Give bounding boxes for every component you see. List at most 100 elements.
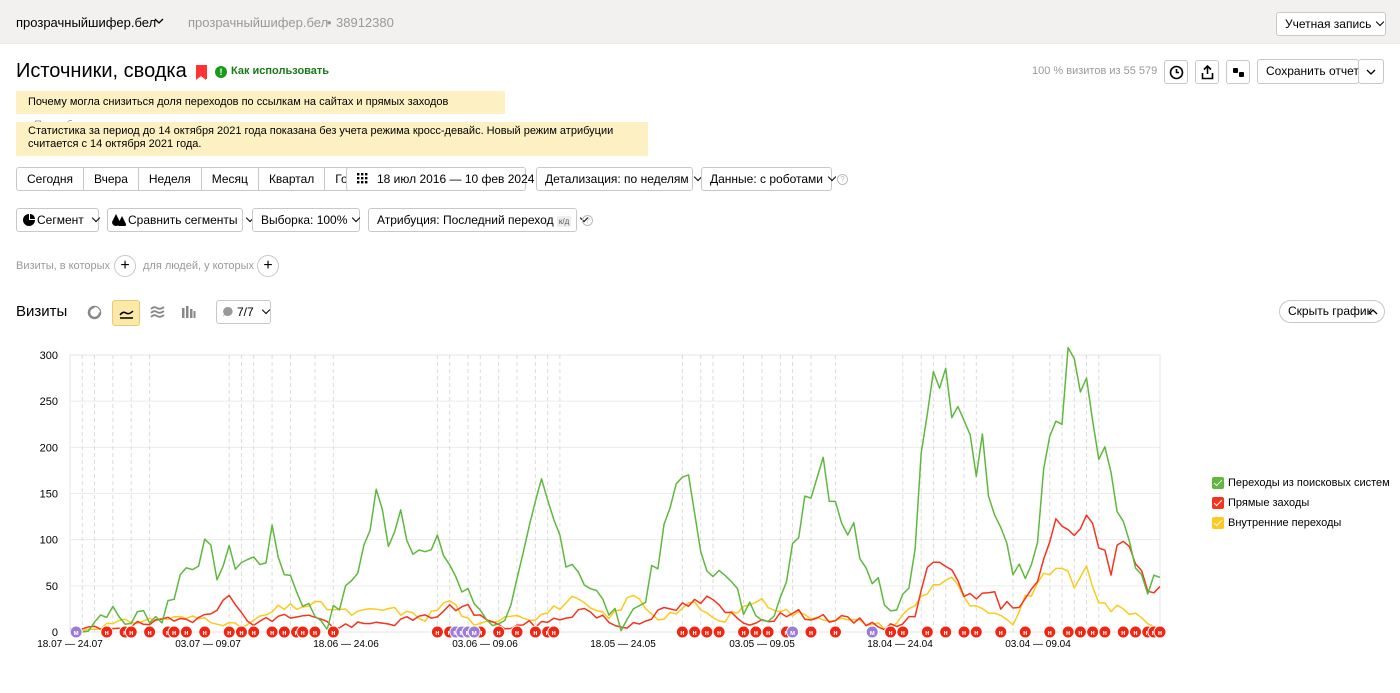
annotation-marker[interactable]	[969, 625, 983, 639]
legend-item-internal[interactable]: Внутренние переходы	[1212, 516, 1390, 536]
area-chart-view-button[interactable]	[144, 300, 172, 326]
annotation-marker-glyph: н	[833, 630, 837, 637]
annotation-marker[interactable]	[100, 625, 114, 639]
period-today-button[interactable]: Сегодня	[17, 168, 84, 190]
annotation-marker-glyph: н	[888, 630, 892, 637]
chevron-up-icon	[1368, 309, 1378, 315]
annotation-marker[interactable]	[547, 625, 561, 639]
export-button[interactable]	[1195, 60, 1219, 84]
annotation-marker[interactable]	[247, 625, 261, 639]
annotation-marker[interactable]	[198, 625, 212, 639]
annotation-marker[interactable]	[712, 625, 726, 639]
annotation-marker-glyph: н	[552, 630, 556, 637]
annotation-marker[interactable]	[308, 625, 322, 639]
compare-segments-dropdown[interactable]: Сравнить сегменты	[107, 208, 243, 232]
clock-icon	[1169, 65, 1184, 80]
series-count: 7/7	[237, 305, 254, 319]
detail-dropdown[interactable]: Детализация: по неделям	[536, 167, 693, 191]
help-icon[interactable]: ?	[837, 174, 848, 185]
pie-chart-view-button[interactable]	[81, 300, 109, 326]
comment-icon	[223, 307, 233, 317]
period-quarter-button[interactable]: Квартал	[259, 168, 326, 190]
annotation-marker-glyph: н	[1133, 630, 1137, 637]
annotation-marker[interactable]	[786, 625, 800, 639]
annotation-marker[interactable]	[1098, 625, 1112, 639]
x-tick-label: 03.06 — 09.06	[452, 639, 518, 650]
annotation-marker[interactable]	[510, 625, 524, 639]
segment-label: Сегмент	[37, 213, 84, 227]
annotation-marker[interactable]	[761, 625, 775, 639]
y-tick-label: 200	[40, 442, 58, 454]
annotation-marker[interactable]	[492, 625, 506, 639]
pie-icon	[23, 214, 35, 226]
annotation-marker[interactable]	[804, 625, 818, 639]
bar-chart-view-button[interactable]	[175, 300, 203, 326]
annotation-marker[interactable]	[1153, 625, 1167, 639]
annotation-marker[interactable]	[467, 625, 481, 639]
checkbox-icon[interactable]	[1212, 517, 1224, 529]
annotation-marker[interactable]	[828, 625, 842, 639]
calendar-icon	[357, 173, 368, 184]
sample-dropdown[interactable]: Выборка: 100%	[252, 208, 360, 232]
period-yesterday-button[interactable]: Вчера	[84, 168, 139, 190]
period-month-button[interactable]: Месяц	[202, 168, 259, 190]
annotation-marker-glyph: н	[227, 630, 231, 637]
series-line-0[interactable]	[69, 346, 1161, 633]
annotation-marker-glyph: н	[172, 630, 176, 637]
pie-chart-icon	[87, 305, 102, 320]
annotation-marker-glyph: н	[1103, 630, 1107, 637]
add-visit-filter-button[interactable]: +	[114, 255, 136, 277]
annotation-marker-glyph: н	[925, 630, 929, 637]
legend-item-direct[interactable]: Прямые заходы	[1212, 496, 1390, 516]
api-button[interactable]	[1226, 60, 1250, 84]
attribution-dropdown[interactable]: Атрибуция: Последний переход к/д	[368, 208, 577, 232]
annotation-marker-glyph: н	[1158, 630, 1162, 637]
y-tick-label: 100	[40, 535, 58, 547]
api-icon	[1233, 68, 1244, 77]
save-report-button[interactable]: Сохранить отчет	[1257, 59, 1359, 84]
annotation-marker[interactable]	[179, 625, 193, 639]
hide-graph-button[interactable]: Скрыть график	[1279, 300, 1385, 323]
area-chart-icon	[150, 306, 165, 318]
period-week-button[interactable]: Неделя	[139, 168, 202, 190]
annotation-marker[interactable]	[1043, 625, 1057, 639]
separator: •	[327, 15, 332, 30]
annotation-marker[interactable]	[143, 625, 157, 639]
annotation-marker-glyph: н	[754, 630, 758, 637]
annotation-marker[interactable]	[920, 625, 934, 639]
add-people-filter-button[interactable]: +	[257, 255, 279, 277]
series-line-1[interactable]	[69, 514, 1161, 632]
x-tick-label: 03.04 — 09.04	[1005, 639, 1071, 650]
annotation-marker-glyph: н	[999, 630, 1003, 637]
checkbox-icon[interactable]	[1212, 477, 1224, 489]
history-button[interactable]	[1164, 60, 1188, 84]
sample-label: Выборка: 100%	[261, 213, 348, 227]
line-chart-view-button[interactable]	[112, 300, 140, 326]
annotation-marker[interactable]	[994, 625, 1008, 639]
bookmark-icon[interactable]	[196, 65, 207, 80]
chevron-down-icon[interactable]	[154, 16, 164, 26]
checkbox-icon[interactable]	[1212, 497, 1224, 509]
data-dropdown[interactable]: Данные: с роботами	[701, 167, 832, 191]
save-report-menu-button[interactable]	[1358, 59, 1384, 84]
annotation-marker[interactable]	[124, 625, 138, 639]
annotation-marker[interactable]	[896, 625, 910, 639]
annotation-marker[interactable]	[69, 625, 83, 639]
account-button[interactable]: Учетная запись	[1276, 12, 1386, 36]
series-count-dropdown[interactable]: 7/7	[216, 300, 271, 324]
annotation-marker-glyph: н	[515, 630, 519, 637]
howto-link[interactable]: Как использовать	[231, 65, 330, 77]
date-range-button[interactable]: 18 июл 2016 — 10 фев 2024	[346, 167, 534, 191]
help-icon[interactable]: ?	[582, 215, 593, 226]
chevron-down-icon	[1366, 69, 1376, 75]
segment-dropdown[interactable]: Сегмент	[16, 208, 99, 232]
annotation-marker[interactable]	[326, 625, 340, 639]
site-selector[interactable]: прозрачныйшифер.бел	[16, 15, 157, 30]
annotation-marker-glyph: н	[974, 630, 978, 637]
legend-item-search[interactable]: Переходы из поисковых систем	[1212, 476, 1390, 496]
annotation-marker[interactable]	[865, 625, 879, 639]
annotation-marker[interactable]	[939, 625, 953, 639]
crossdevice-line2: считается с 14 октября 2021 года.	[28, 138, 202, 150]
annotation-marker[interactable]	[1018, 625, 1032, 639]
